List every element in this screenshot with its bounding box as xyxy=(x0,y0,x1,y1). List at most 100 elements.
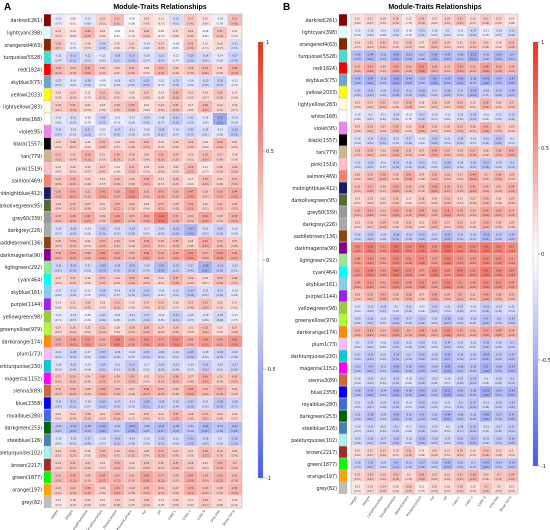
cell-pvalue-label: (0.64) xyxy=(231,504,238,507)
cell-value-label: 0.19 xyxy=(129,499,135,502)
cell-value-label: 0.32 xyxy=(232,475,238,478)
column-label: Color a xyxy=(182,509,192,521)
cell-pvalue-label: (0.00) xyxy=(187,232,194,235)
cell-value-label: 0.35 xyxy=(355,209,361,212)
cell-pvalue-label: (0.31) xyxy=(143,356,150,359)
cell-pvalue-label: (0.68) xyxy=(84,368,91,371)
cell-value-label: 0.38 xyxy=(56,252,62,255)
cell-value-label: 0.36 xyxy=(483,185,489,188)
cell-pvalue-label: (0.51) xyxy=(457,118,464,121)
cell-value-label: 0.25 xyxy=(368,197,374,200)
cell-value-label: 0.16 xyxy=(355,449,361,452)
cell-value-label: 0.34 xyxy=(70,240,76,243)
cell-value-label: 0.35 xyxy=(129,104,135,107)
cell-pvalue-label: (0.00) xyxy=(483,334,490,337)
cell-pvalue-label: (0.09) xyxy=(202,381,209,384)
module-color-swatch xyxy=(338,350,348,362)
module-color-swatch xyxy=(338,314,348,326)
cell-value-label: -0.42 xyxy=(419,365,426,368)
cell-value-label: 0.31 xyxy=(114,18,120,21)
cell-value-label: -0.49 xyxy=(483,77,490,80)
cell-value-label: 0.28 xyxy=(509,173,515,176)
cell-pvalue-label: (0.51) xyxy=(84,60,91,63)
cell-pvalue-label: (0.37) xyxy=(470,238,477,241)
cell-pvalue-label: (0.31) xyxy=(380,46,387,49)
cell-pvalue-label: (0.48) xyxy=(431,382,438,385)
cell-value-label: -0.12 xyxy=(99,129,106,132)
cell-pvalue-label: (0.35) xyxy=(470,118,477,121)
row-label: magenta(1152) xyxy=(300,366,338,372)
cell-pvalue-label: (0.22) xyxy=(367,466,374,469)
cell-pvalue-label: (0.29) xyxy=(393,406,400,409)
cell-value-label: -0.11 xyxy=(70,42,77,45)
cell-value-label: 0.38 xyxy=(217,475,223,478)
cell-value-label: -0.12 xyxy=(55,18,62,21)
cell-pvalue-label: (0.31) xyxy=(129,171,136,174)
cell-value-label: -0.26 xyxy=(380,89,387,92)
cell-pvalue-label: (0.22) xyxy=(114,208,121,211)
cell-value-label: 0.31 xyxy=(355,185,361,188)
cell-pvalue-label: (0.20) xyxy=(508,238,515,241)
cell-pvalue-label: (0.15) xyxy=(354,58,361,61)
cell-pvalue-label: (0.46) xyxy=(114,504,121,507)
cell-value-label: 0.39 xyxy=(100,339,106,342)
cell-pvalue-label: (0.24) xyxy=(444,346,451,349)
cell-value-label: 0.29 xyxy=(114,376,120,379)
cell-value-label: 0.17 xyxy=(188,178,194,181)
cell-value-label: -0.33 xyxy=(431,137,438,140)
cell-value-label: -0.18 xyxy=(232,116,239,119)
cell-value-label: -0.27 xyxy=(406,137,413,140)
cell-value-label: 0.31 xyxy=(159,487,165,490)
cell-value-label: 0.33 xyxy=(173,462,179,465)
cell-value-label: -0.24 xyxy=(158,228,165,231)
cell-value-label: -0.31 xyxy=(143,351,150,354)
cell-value-label: 0.31 xyxy=(380,41,386,44)
module-color-swatch xyxy=(43,199,52,212)
cell-value-label: -0.29 xyxy=(406,233,413,236)
cell-value-label: 0.29 xyxy=(470,41,476,44)
cell-pvalue-label: (0.57) xyxy=(173,307,180,310)
cell-value-label: 0.22 xyxy=(217,302,223,305)
cell-value-label: -0.21 xyxy=(393,137,400,140)
cell-pvalue-label: (0.26) xyxy=(202,492,209,495)
cell-pvalue-label: (0.44) xyxy=(70,368,77,371)
cell-pvalue-label: (0.35) xyxy=(114,269,121,272)
cell-pvalue-label: (0.24) xyxy=(55,72,62,75)
row-label: orange(197) xyxy=(12,487,42,493)
cell-value-label: 0.41 xyxy=(483,125,489,128)
cell-value-label: 0.36 xyxy=(203,104,209,107)
cell-value-label: -0.17 xyxy=(143,228,150,231)
row-label: purple(1144) xyxy=(306,294,337,300)
cell-value-label: 0.37 xyxy=(217,388,223,391)
cell-value-label: -0.22 xyxy=(70,437,77,440)
cell-value-label: -0.21 xyxy=(496,113,503,116)
cell-pvalue-label: (0.15) xyxy=(444,322,451,325)
cell-pvalue-label: (0.55) xyxy=(444,34,451,37)
cell-pvalue-label: (0.00) xyxy=(431,262,438,265)
cell-value-label: 0.28 xyxy=(85,388,91,391)
cell-pvalue-label: (0.24) xyxy=(495,94,502,97)
cell-pvalue-label: (0.13) xyxy=(393,154,400,157)
cell-pvalue-label: (0.26) xyxy=(202,72,209,75)
cell-pvalue-label: (0.31) xyxy=(99,232,106,235)
cell-value-label: -0.19 xyxy=(187,363,194,366)
cell-pvalue-label: (0.35) xyxy=(158,245,165,248)
cell-value-label: 0.22 xyxy=(129,462,135,465)
cell-value-label: 0.19 xyxy=(355,197,361,200)
cell-pvalue-label: (0.42) xyxy=(187,418,194,421)
cell-value-label: 0.31 xyxy=(100,92,106,95)
cell-value-label: 0.35 xyxy=(470,65,476,68)
cell-pvalue-label: (0.40) xyxy=(99,171,106,174)
cell-pvalue-label: (0.00) xyxy=(70,344,77,347)
cell-pvalue-label: (0.22) xyxy=(129,257,136,260)
cell-pvalue-label: (0.26) xyxy=(483,310,490,313)
cell-pvalue-label: (0.07) xyxy=(444,358,451,361)
cell-pvalue-label: (0.46) xyxy=(55,405,62,408)
cell-pvalue-label: (0.57) xyxy=(393,454,400,457)
cell-value-label: 0.29 xyxy=(380,65,386,68)
cell-value-label: 0.58 xyxy=(368,269,374,272)
cell-value-label: 0.28 xyxy=(368,221,374,224)
cell-value-label: 0.34 xyxy=(470,209,476,212)
cell-value-label: 0.33 xyxy=(203,178,209,181)
cell-pvalue-label: (0.35) xyxy=(187,60,194,63)
